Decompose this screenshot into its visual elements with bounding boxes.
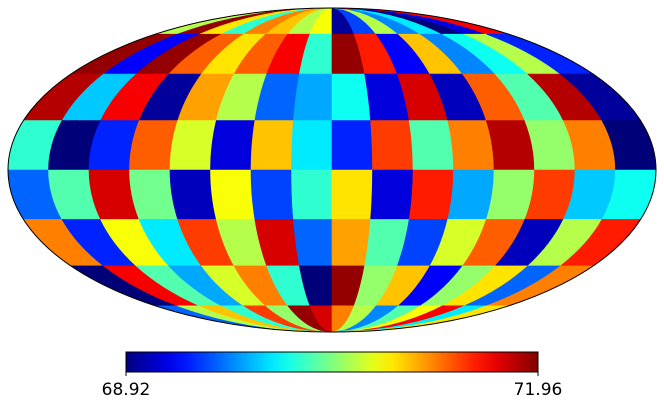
map-outline — [7, 7, 657, 333]
colorbar — [125, 351, 539, 373]
colorbar-tick-label: 68.92 — [102, 380, 151, 400]
map-pixel — [408, 169, 454, 220]
map-pixel — [210, 120, 256, 171]
map-pixel — [447, 120, 495, 171]
map-pixel — [291, 169, 333, 220]
map-pixel — [169, 120, 217, 171]
map-pixel — [370, 169, 414, 220]
map-pixel — [291, 120, 333, 171]
map-pixel — [169, 169, 217, 220]
map-pixel — [293, 73, 333, 121]
map-pixel — [370, 120, 414, 171]
map-pixel — [331, 73, 371, 121]
map-pixel — [250, 120, 294, 171]
map — [7, 7, 657, 333]
map-pixel — [331, 169, 373, 220]
map-pixel — [331, 120, 373, 171]
map-pixel — [447, 169, 495, 220]
map-pixel — [408, 120, 454, 171]
colorbar-tick-label: 71.96 — [514, 380, 563, 400]
map-pixel — [250, 169, 294, 220]
map-pixel — [293, 219, 333, 267]
map-pixel — [210, 169, 256, 220]
map-pixel — [331, 219, 371, 267]
